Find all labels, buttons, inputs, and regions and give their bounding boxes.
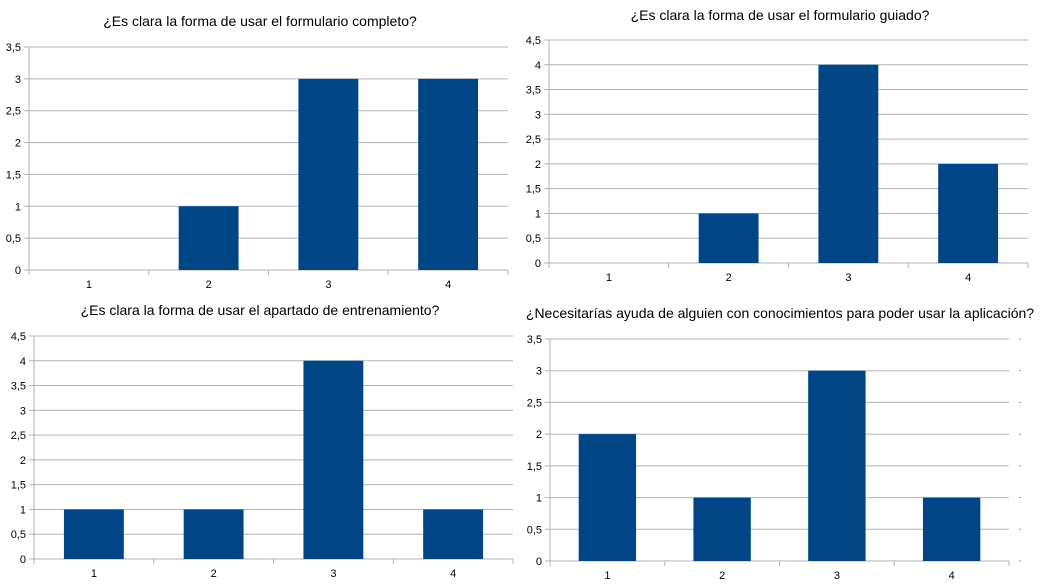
- chart-title: ¿Es clara la forma de usar el formulario…: [103, 13, 417, 29]
- y-tick-label: 3: [535, 109, 541, 121]
- y-tick-label: 3: [15, 74, 21, 86]
- y-tick-label: 0,5: [526, 233, 541, 245]
- x-tick-label: 4: [949, 570, 955, 582]
- bar: [818, 64, 879, 264]
- bar: [178, 206, 239, 270]
- chart-formulario-guiado: ¿Es clara la forma de usar el formulario…: [520, 0, 1040, 293]
- bar: [183, 509, 244, 559]
- y-tick-label: 1,5: [6, 169, 21, 181]
- bar: [578, 434, 637, 561]
- chart-plot: 0 0,5 1 1,5 2 2,5 3 3,5 1 2 3 4: [527, 334, 1021, 582]
- y-tick-label: 1: [20, 504, 26, 516]
- chart-title: ¿Es clara la forma de usar el formulario…: [630, 7, 930, 23]
- x-tick-label: 1: [606, 272, 612, 284]
- y-tick-label: 0: [20, 554, 26, 566]
- y-tick-label: 1: [15, 201, 21, 213]
- y-tick-label: 1: [536, 493, 542, 505]
- y-tick-label: 3,5: [6, 42, 21, 54]
- y-tick-label: 4,5: [526, 35, 541, 47]
- bar: [298, 78, 359, 270]
- y-tick-label: 1,5: [11, 480, 26, 492]
- x-tick-label: 1: [604, 570, 610, 582]
- bar: [423, 509, 484, 559]
- x-tick-label: 2: [726, 272, 732, 284]
- x-tick-label: 1: [91, 568, 97, 580]
- y-tick-label: 4: [20, 356, 26, 368]
- y-tick-label: 1,5: [527, 461, 542, 473]
- bar: [418, 78, 479, 270]
- y-tick-label: 0,5: [527, 524, 542, 536]
- y-tick-label: 0: [535, 258, 541, 270]
- chart-plot: 0 0,5 1 1,5 2 2,5 3 3,5 1 2 3 4: [6, 42, 509, 291]
- y-tick-label: 2,5: [526, 134, 541, 146]
- y-tick-label: 1: [535, 208, 541, 220]
- x-tick-label: 4: [450, 568, 456, 580]
- y-tick-label: 2,5: [6, 106, 21, 118]
- x-tick-label: 3: [330, 568, 336, 580]
- bar: [922, 497, 981, 561]
- y-tick-label: 3,5: [526, 85, 541, 97]
- x-tick-label: 4: [445, 279, 451, 291]
- chart-necesitarias-ayuda: ¿Necesitarías ayuda de alguien con conoc…: [520, 293, 1040, 586]
- x-tick-label: 3: [845, 272, 851, 284]
- y-tick-label: 2: [15, 138, 21, 150]
- y-tick-label: 3: [536, 366, 542, 378]
- bar: [303, 360, 364, 559]
- y-tick-label: 4: [535, 60, 541, 72]
- y-tick-label: 4,5: [11, 331, 26, 343]
- chart-plot: 0 0,5 1 1,5 2 2,5 3 3,5 4 4,5 1 2 3 4: [11, 331, 514, 580]
- bar: [63, 509, 124, 559]
- y-tick-label: 2: [20, 455, 26, 467]
- x-tick-label: 2: [206, 279, 212, 291]
- chart-title: ¿Necesitarías ayuda de alguien con conoc…: [525, 305, 1035, 321]
- chart-plot: 0 0,5 1 1,5 2 2,5 3 3,5 4 4,5 1 2 3 4: [526, 35, 1029, 284]
- chart-title: ¿Es clara la forma de usar el apartado d…: [80, 302, 440, 318]
- bar: [808, 370, 866, 561]
- x-tick-label: 4: [965, 272, 971, 284]
- x-tick-label: 3: [325, 279, 331, 291]
- bar: [698, 213, 759, 263]
- chart-apartado-entrenamiento: ¿Es clara la forma de usar el apartado d…: [0, 293, 520, 586]
- y-tick-label: 0: [536, 556, 542, 568]
- y-tick-label: 2: [535, 159, 541, 171]
- y-tick-label: 2,5: [527, 397, 542, 409]
- bar: [693, 497, 751, 561]
- y-tick-label: 3: [20, 405, 26, 417]
- y-tick-label: 2: [536, 429, 542, 441]
- y-tick-label: 0: [15, 265, 21, 277]
- y-tick-label: 1,5: [526, 184, 541, 196]
- y-tick-label: 3,5: [527, 334, 542, 346]
- x-tick-label: 2: [211, 568, 217, 580]
- x-tick-label: 1: [86, 279, 92, 291]
- y-tick-label: 2,5: [11, 430, 26, 442]
- y-tick-label: 3,5: [11, 381, 26, 393]
- x-tick-label: 3: [834, 570, 840, 582]
- y-tick-label: 0,5: [11, 529, 26, 541]
- x-tick-label: 2: [719, 570, 725, 582]
- chart-formulario-completo: ¿Es clara la forma de usar el formulario…: [0, 0, 520, 293]
- bar: [938, 163, 999, 263]
- y-tick-label: 0,5: [6, 233, 21, 245]
